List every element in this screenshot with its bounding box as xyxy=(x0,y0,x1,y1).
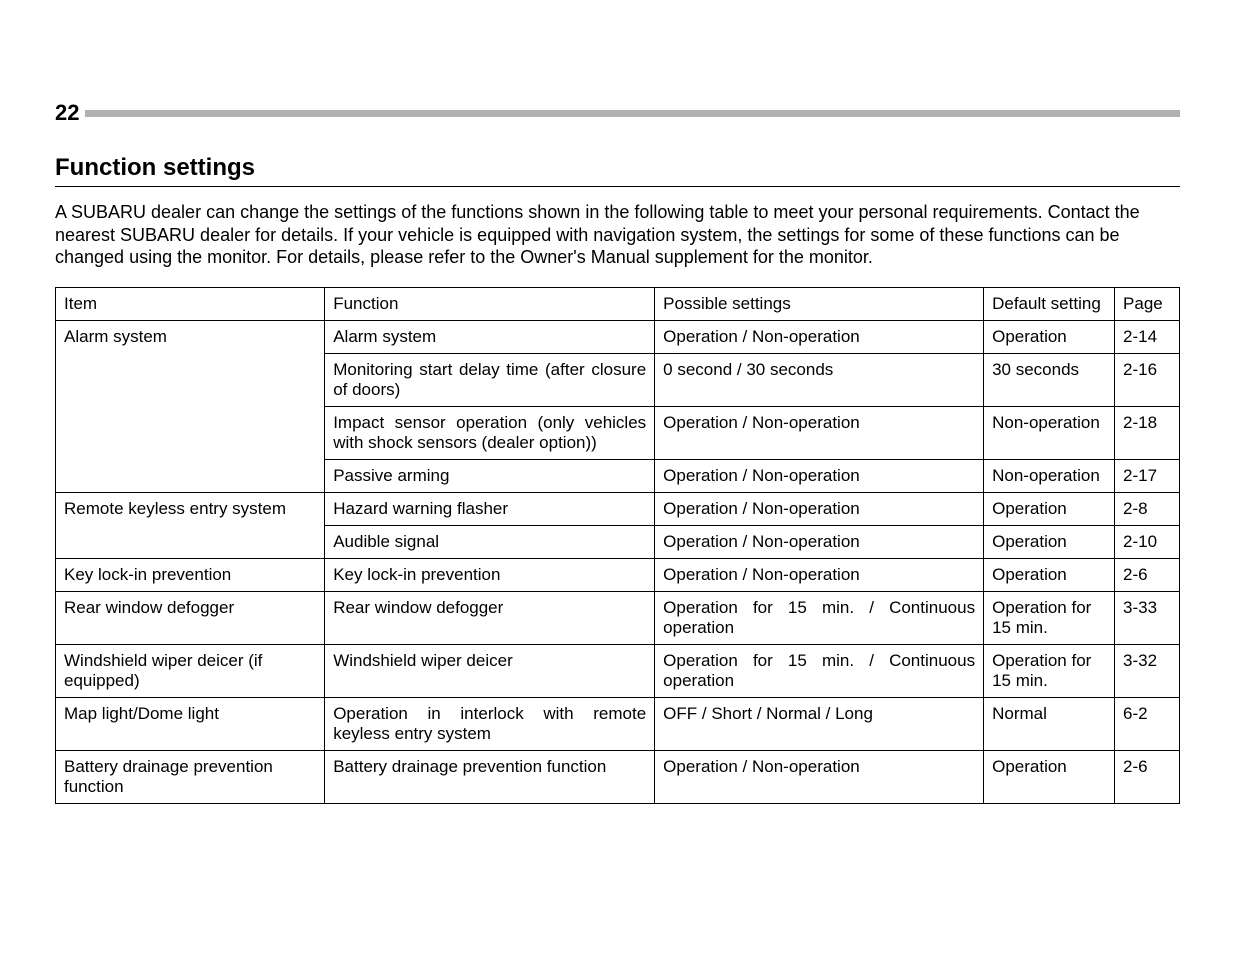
cell-item: Windshield wiper deicer (if equipped) xyxy=(56,644,325,697)
cell-possible: Operation / Non-operation xyxy=(655,406,984,459)
cell-item: Map light/Dome light xyxy=(56,697,325,750)
cell-function: Impact sensor operation (only vehicles w… xyxy=(325,406,655,459)
cell-default: Non-operation xyxy=(984,406,1115,459)
cell-page: 3-32 xyxy=(1115,644,1180,697)
cell-possible: 0 second / 30 seconds xyxy=(655,353,984,406)
cell-default: Non-operation xyxy=(984,459,1115,492)
function-settings-table: Item Function Possible settings Default … xyxy=(55,287,1180,804)
col-header-default: Default setting xyxy=(984,287,1115,320)
col-header-function: Function xyxy=(325,287,655,320)
cell-page: 2-17 xyxy=(1115,459,1180,492)
cell-function: Passive arming xyxy=(325,459,655,492)
cell-function: Battery drainage prevention function xyxy=(325,750,655,803)
cell-default: Normal xyxy=(984,697,1115,750)
section-title: Function settings xyxy=(55,154,1180,187)
cell-function: Audible signal xyxy=(325,525,655,558)
cell-function: Alarm system xyxy=(325,320,655,353)
cell-page: 2-14 xyxy=(1115,320,1180,353)
manual-page: 22 Function settings A SUBARU dealer can… xyxy=(0,0,1235,954)
cell-possible: Operation / Non-operation xyxy=(655,558,984,591)
col-header-page: Page xyxy=(1115,287,1180,320)
cell-function: Operation in interlock with remote keyle… xyxy=(325,697,655,750)
cell-default: Operation xyxy=(984,525,1115,558)
cell-function: Windshield wiper deicer xyxy=(325,644,655,697)
cell-possible: Operation / Non-operation xyxy=(655,459,984,492)
cell-page: 2-6 xyxy=(1115,558,1180,591)
header-rule xyxy=(85,110,1180,117)
cell-page: 3-33 xyxy=(1115,591,1180,644)
col-header-item: Item xyxy=(56,287,325,320)
table-row: Battery drainage prevention function Bat… xyxy=(56,750,1180,803)
col-header-possible: Possible settings xyxy=(655,287,984,320)
cell-default: 30 seconds xyxy=(984,353,1115,406)
cell-possible: OFF / Short / Normal / Long xyxy=(655,697,984,750)
cell-item: Alarm system xyxy=(56,320,325,492)
cell-page: 2-16 xyxy=(1115,353,1180,406)
cell-item: Rear window defogger xyxy=(56,591,325,644)
cell-item: Key lock-in prevention xyxy=(56,558,325,591)
cell-possible: Operation / Non-operation xyxy=(655,492,984,525)
cell-page: 2-10 xyxy=(1115,525,1180,558)
cell-possible: Operation for 15 min. / Continuous opera… xyxy=(655,591,984,644)
cell-page: 6-2 xyxy=(1115,697,1180,750)
cell-default: Operation for 15 min. xyxy=(984,591,1115,644)
page-number: 22 xyxy=(55,100,79,126)
page-header: 22 xyxy=(55,100,1180,126)
cell-possible: Operation for 15 min. / Continuous opera… xyxy=(655,644,984,697)
cell-item: Battery drainage prevention function xyxy=(56,750,325,803)
cell-item: Remote keyless entry system xyxy=(56,492,325,558)
cell-default: Operation xyxy=(984,750,1115,803)
table-row: Key lock-in prevention Key lock-in preve… xyxy=(56,558,1180,591)
table-row: Map light/Dome light Operation in interl… xyxy=(56,697,1180,750)
cell-page: 2-18 xyxy=(1115,406,1180,459)
cell-default: Operation xyxy=(984,558,1115,591)
cell-default: Operation for 15 min. xyxy=(984,644,1115,697)
table-row: Rear window defogger Rear window defogge… xyxy=(56,591,1180,644)
cell-function: Hazard warning flasher xyxy=(325,492,655,525)
cell-function: Rear window defogger xyxy=(325,591,655,644)
cell-function: Monitoring start delay time (after closu… xyxy=(325,353,655,406)
table-row: Remote keyless entry system Hazard warni… xyxy=(56,492,1180,525)
cell-function: Key lock-in prevention xyxy=(325,558,655,591)
cell-default: Operation xyxy=(984,320,1115,353)
table-header-row: Item Function Possible settings Default … xyxy=(56,287,1180,320)
intro-paragraph: A SUBARU dealer can change the settings … xyxy=(55,201,1180,269)
table-row: Windshield wiper deicer (if equipped) Wi… xyxy=(56,644,1180,697)
cell-possible: Operation / Non-operation xyxy=(655,525,984,558)
cell-default: Operation xyxy=(984,492,1115,525)
cell-page: 2-6 xyxy=(1115,750,1180,803)
cell-page: 2-8 xyxy=(1115,492,1180,525)
table-row: Alarm system Alarm system Operation / No… xyxy=(56,320,1180,353)
cell-possible: Operation / Non-operation xyxy=(655,750,984,803)
cell-possible: Operation / Non-operation xyxy=(655,320,984,353)
